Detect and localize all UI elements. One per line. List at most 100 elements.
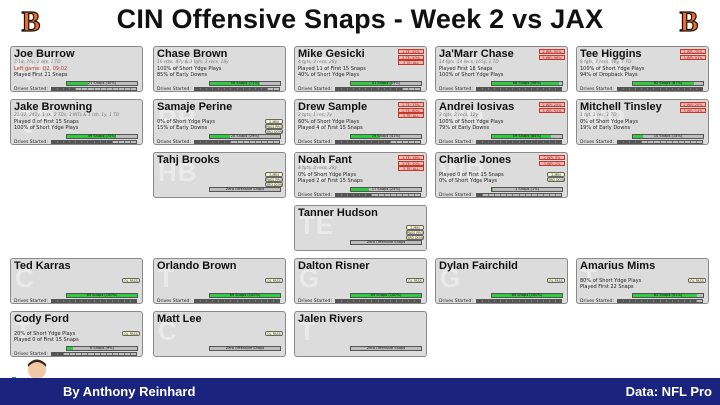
snap-bar: 59 Snaps (84%) (491, 134, 563, 139)
player-name: Matt Lee (157, 313, 202, 325)
snap-bar: 29 Snaps (41%) (350, 134, 422, 139)
drive-segment (219, 141, 226, 143)
drive-segment (618, 300, 625, 302)
drive-segment (372, 88, 379, 90)
drive-segment (415, 300, 421, 302)
player-card-tinsley: WR Mitchell Tinsley 1 tgt, 1 rec, 1 TD 0% o… (576, 99, 709, 145)
snap-bar-fill (67, 82, 88, 85)
drive-segment (477, 300, 484, 302)
drive-segment (624, 300, 631, 302)
player-name: Andrei Iosivas (439, 101, 515, 113)
player-note: 94% of Dropback Plays (580, 72, 638, 78)
drive-segment (213, 141, 220, 143)
drive-segment (58, 300, 65, 302)
drive-segment (691, 141, 698, 143)
drive-segment (231, 141, 238, 143)
snap-bar-label: 69 Snaps (100%) (86, 293, 118, 297)
drive-segment (82, 300, 89, 302)
formation-badge: 2 TE: 50% (398, 54, 424, 60)
player-stat-line: 1 tgt, 1 rec, 1 TD (580, 113, 617, 118)
drive-segment (336, 300, 343, 302)
snap-bar-label: Zero Offensive Snaps (366, 240, 406, 244)
snap-bar: Zero Offensive Snaps (209, 346, 281, 351)
drive-segment (666, 300, 673, 302)
drive-segment (366, 88, 373, 90)
drive-segment (88, 141, 95, 143)
drive-segment (336, 194, 343, 196)
player-note: Played First 21 Snaps (14, 72, 68, 78)
player-note: 20% of Short Ydge Plays (14, 331, 76, 337)
drive-segment (519, 88, 526, 90)
snap-bar-fill (351, 188, 369, 191)
drive-segment (267, 300, 275, 302)
snap-bar: Zero Offensive Snaps (350, 346, 422, 351)
snap-bar-fill (351, 294, 421, 297)
player-card-iosivas: WR Andrei Iosivas 3 tgts, 2 recs, 12y 100% … (435, 99, 568, 145)
snap-bar: 6 Snaps (9%) (66, 346, 138, 351)
player-note: Played 4 of First 15 Snaps (298, 125, 363, 131)
snap-bar-fill (67, 294, 137, 297)
drive-segment (403, 141, 409, 143)
drive-segment (673, 141, 679, 143)
drive-segment (201, 141, 208, 143)
drives-started-label: Drives Started: (14, 298, 48, 304)
position-watermark: TE (299, 51, 335, 81)
formation-badge: 3 TE: ALL (398, 60, 424, 65)
drive-segment (390, 88, 397, 90)
player-name: Tahj Brooks (157, 154, 220, 166)
drive-segment (76, 300, 83, 302)
player-card-gesicki: TE Mike Gesicki 4 tgts, 3 recs, 28y Played … (294, 46, 427, 92)
drive-segment (124, 300, 132, 302)
drive-segment (556, 194, 561, 196)
drive-segment (390, 300, 397, 302)
drive-segment (64, 300, 71, 302)
drive-segment (391, 141, 397, 143)
drive-segment (342, 88, 349, 90)
drive-segment (660, 88, 667, 90)
drive-segment (225, 141, 232, 143)
snap-bar: 41 Snaps (59%) (350, 81, 422, 86)
drive-segment (403, 194, 409, 196)
formation-badge: 2 WR: 70% (680, 49, 706, 54)
position-watermark: G (440, 263, 462, 293)
drive-segment (624, 88, 631, 90)
drive-segment (415, 88, 420, 90)
snap-bar-label: 59 Snaps (84%) (512, 134, 542, 138)
drive-segment (372, 141, 379, 143)
player-note: 79% of Early Downs (439, 125, 490, 131)
situation-pill: OL PASS (547, 278, 565, 283)
drive-segment (112, 300, 119, 302)
svg-text:B: B (22, 7, 41, 35)
drive-segment (648, 300, 655, 302)
drives-started-track (476, 193, 562, 197)
drive-segment (483, 300, 490, 302)
player-card-ford: T Cody Ford 20% of Short Ydge Plays Played … (10, 311, 143, 357)
drives-started-track (335, 193, 421, 197)
player-card-risner: G Dalton Risner OL PASS 69 Snaps (100%) Driv… (294, 258, 427, 304)
snap-bar-label: 69 Snaps (100%) (229, 293, 261, 297)
drive-segment (95, 88, 101, 90)
drive-segment (537, 88, 544, 90)
player-name: Noah Fant (298, 154, 352, 166)
drive-segment (274, 141, 279, 143)
formation-badge: 2 WR: 20% (680, 102, 706, 107)
drives-started-track (194, 140, 280, 144)
formation-badge: 1 TE: 16% (398, 155, 424, 160)
drive-segment (385, 194, 391, 196)
drives-started-track (617, 87, 703, 91)
position-watermark: QB (15, 104, 56, 134)
drive-segment (403, 88, 409, 90)
drive-segment (507, 300, 514, 302)
position-watermark: T (581, 263, 598, 293)
drives-started-track (335, 87, 421, 91)
drive-segment (125, 141, 132, 143)
drive-segment (348, 141, 355, 143)
drive-segment (618, 88, 625, 90)
drive-segment (366, 194, 373, 196)
player-card-karras: C Ted Karras OL PASS 69 Snaps (100%) Drives … (10, 258, 143, 304)
drive-segment (507, 88, 514, 90)
formation-badge: 3 WR: 91% (539, 107, 565, 113)
drive-segment (678, 300, 685, 302)
drive-segment (630, 88, 637, 90)
player-stat-line: 7/18, 76y, 2 sks, 1 TD (14, 60, 61, 65)
